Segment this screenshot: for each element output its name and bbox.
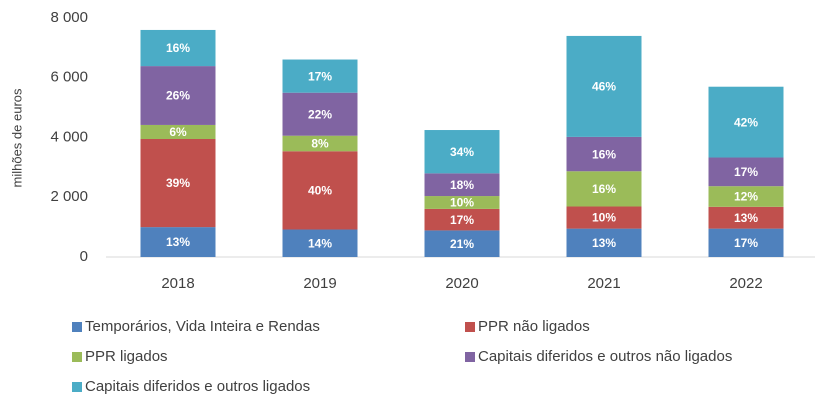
bar-segment <box>424 130 500 174</box>
data-label: 21% <box>450 237 474 251</box>
data-label: 16% <box>166 41 190 55</box>
data-label: 14% <box>308 236 332 250</box>
data-label: 17% <box>450 213 474 227</box>
bar-segment <box>424 230 500 257</box>
data-label: 39% <box>166 176 190 190</box>
bar-segment <box>708 186 784 207</box>
bar-segment <box>424 173 500 197</box>
legend-swatch <box>465 352 475 362</box>
data-label: 34% <box>450 145 474 159</box>
bar-segment <box>140 227 216 257</box>
legend-swatch <box>72 322 82 332</box>
data-label: 17% <box>308 69 332 83</box>
bar-segment <box>708 157 784 187</box>
data-label: 13% <box>734 211 758 225</box>
bar-segment <box>140 124 216 139</box>
legend-swatch <box>72 352 82 362</box>
data-label: 16% <box>592 182 616 196</box>
bar-segment <box>140 138 216 228</box>
legend-swatch <box>72 382 82 392</box>
data-label: 18% <box>450 178 474 192</box>
data-label: 8% <box>311 137 329 151</box>
data-label: 40% <box>308 184 332 198</box>
data-label: 22% <box>308 107 332 121</box>
legend-text: Capitais diferidos e outros ligados <box>85 378 310 395</box>
data-label: 26% <box>166 89 190 103</box>
x-tick-label: 2020 <box>445 275 478 292</box>
y-tick-label: 4 000 <box>50 128 88 145</box>
legend-text: PPR ligados <box>85 348 168 365</box>
bar-segment <box>566 206 642 229</box>
bar-segment <box>708 86 784 158</box>
bar-segment <box>424 196 500 209</box>
bar-segment <box>282 151 358 230</box>
data-label: 42% <box>734 115 758 129</box>
data-label: 13% <box>166 235 190 249</box>
bar-segment <box>566 136 642 172</box>
bar-segment <box>566 35 642 137</box>
x-tick-label: 2019 <box>303 275 336 292</box>
y-tick-label: 6 000 <box>50 69 88 86</box>
bar-segment <box>282 92 358 136</box>
data-label: 13% <box>592 236 616 250</box>
bar-segment <box>566 171 642 207</box>
bar-segment <box>140 66 216 125</box>
data-label: 17% <box>734 165 758 179</box>
bar-segment <box>708 228 784 257</box>
legend-text: Temporários, Vida Inteira e Rendas <box>85 318 320 335</box>
x-tick-label: 2018 <box>161 275 194 292</box>
data-label: 17% <box>734 236 758 250</box>
data-label: 10% <box>592 211 616 225</box>
bar-segment <box>282 229 358 257</box>
bar-segment <box>282 59 358 93</box>
y-tick-label: 8 000 <box>50 9 88 26</box>
bar-segment <box>424 208 500 231</box>
x-tick-label: 2022 <box>729 275 762 292</box>
data-label: 6% <box>169 125 187 139</box>
bar-segment <box>140 29 216 67</box>
x-tick-label: 2021 <box>587 275 620 292</box>
y-axis-label: milhões de euros <box>9 88 24 187</box>
legend-text: PPR não ligados <box>478 318 590 335</box>
bar-segment <box>282 135 358 152</box>
y-tick-label: 0 <box>80 248 88 265</box>
legend-text: Capitais diferidos e outros não ligados <box>478 348 732 365</box>
data-label: 16% <box>592 147 616 161</box>
data-label: 46% <box>592 80 616 94</box>
data-label: 10% <box>450 196 474 210</box>
bar-segment <box>708 206 784 229</box>
legend-swatch <box>465 322 475 332</box>
data-label: 12% <box>734 190 758 204</box>
y-tick-label: 2 000 <box>50 188 88 205</box>
bar-segment <box>566 228 642 257</box>
